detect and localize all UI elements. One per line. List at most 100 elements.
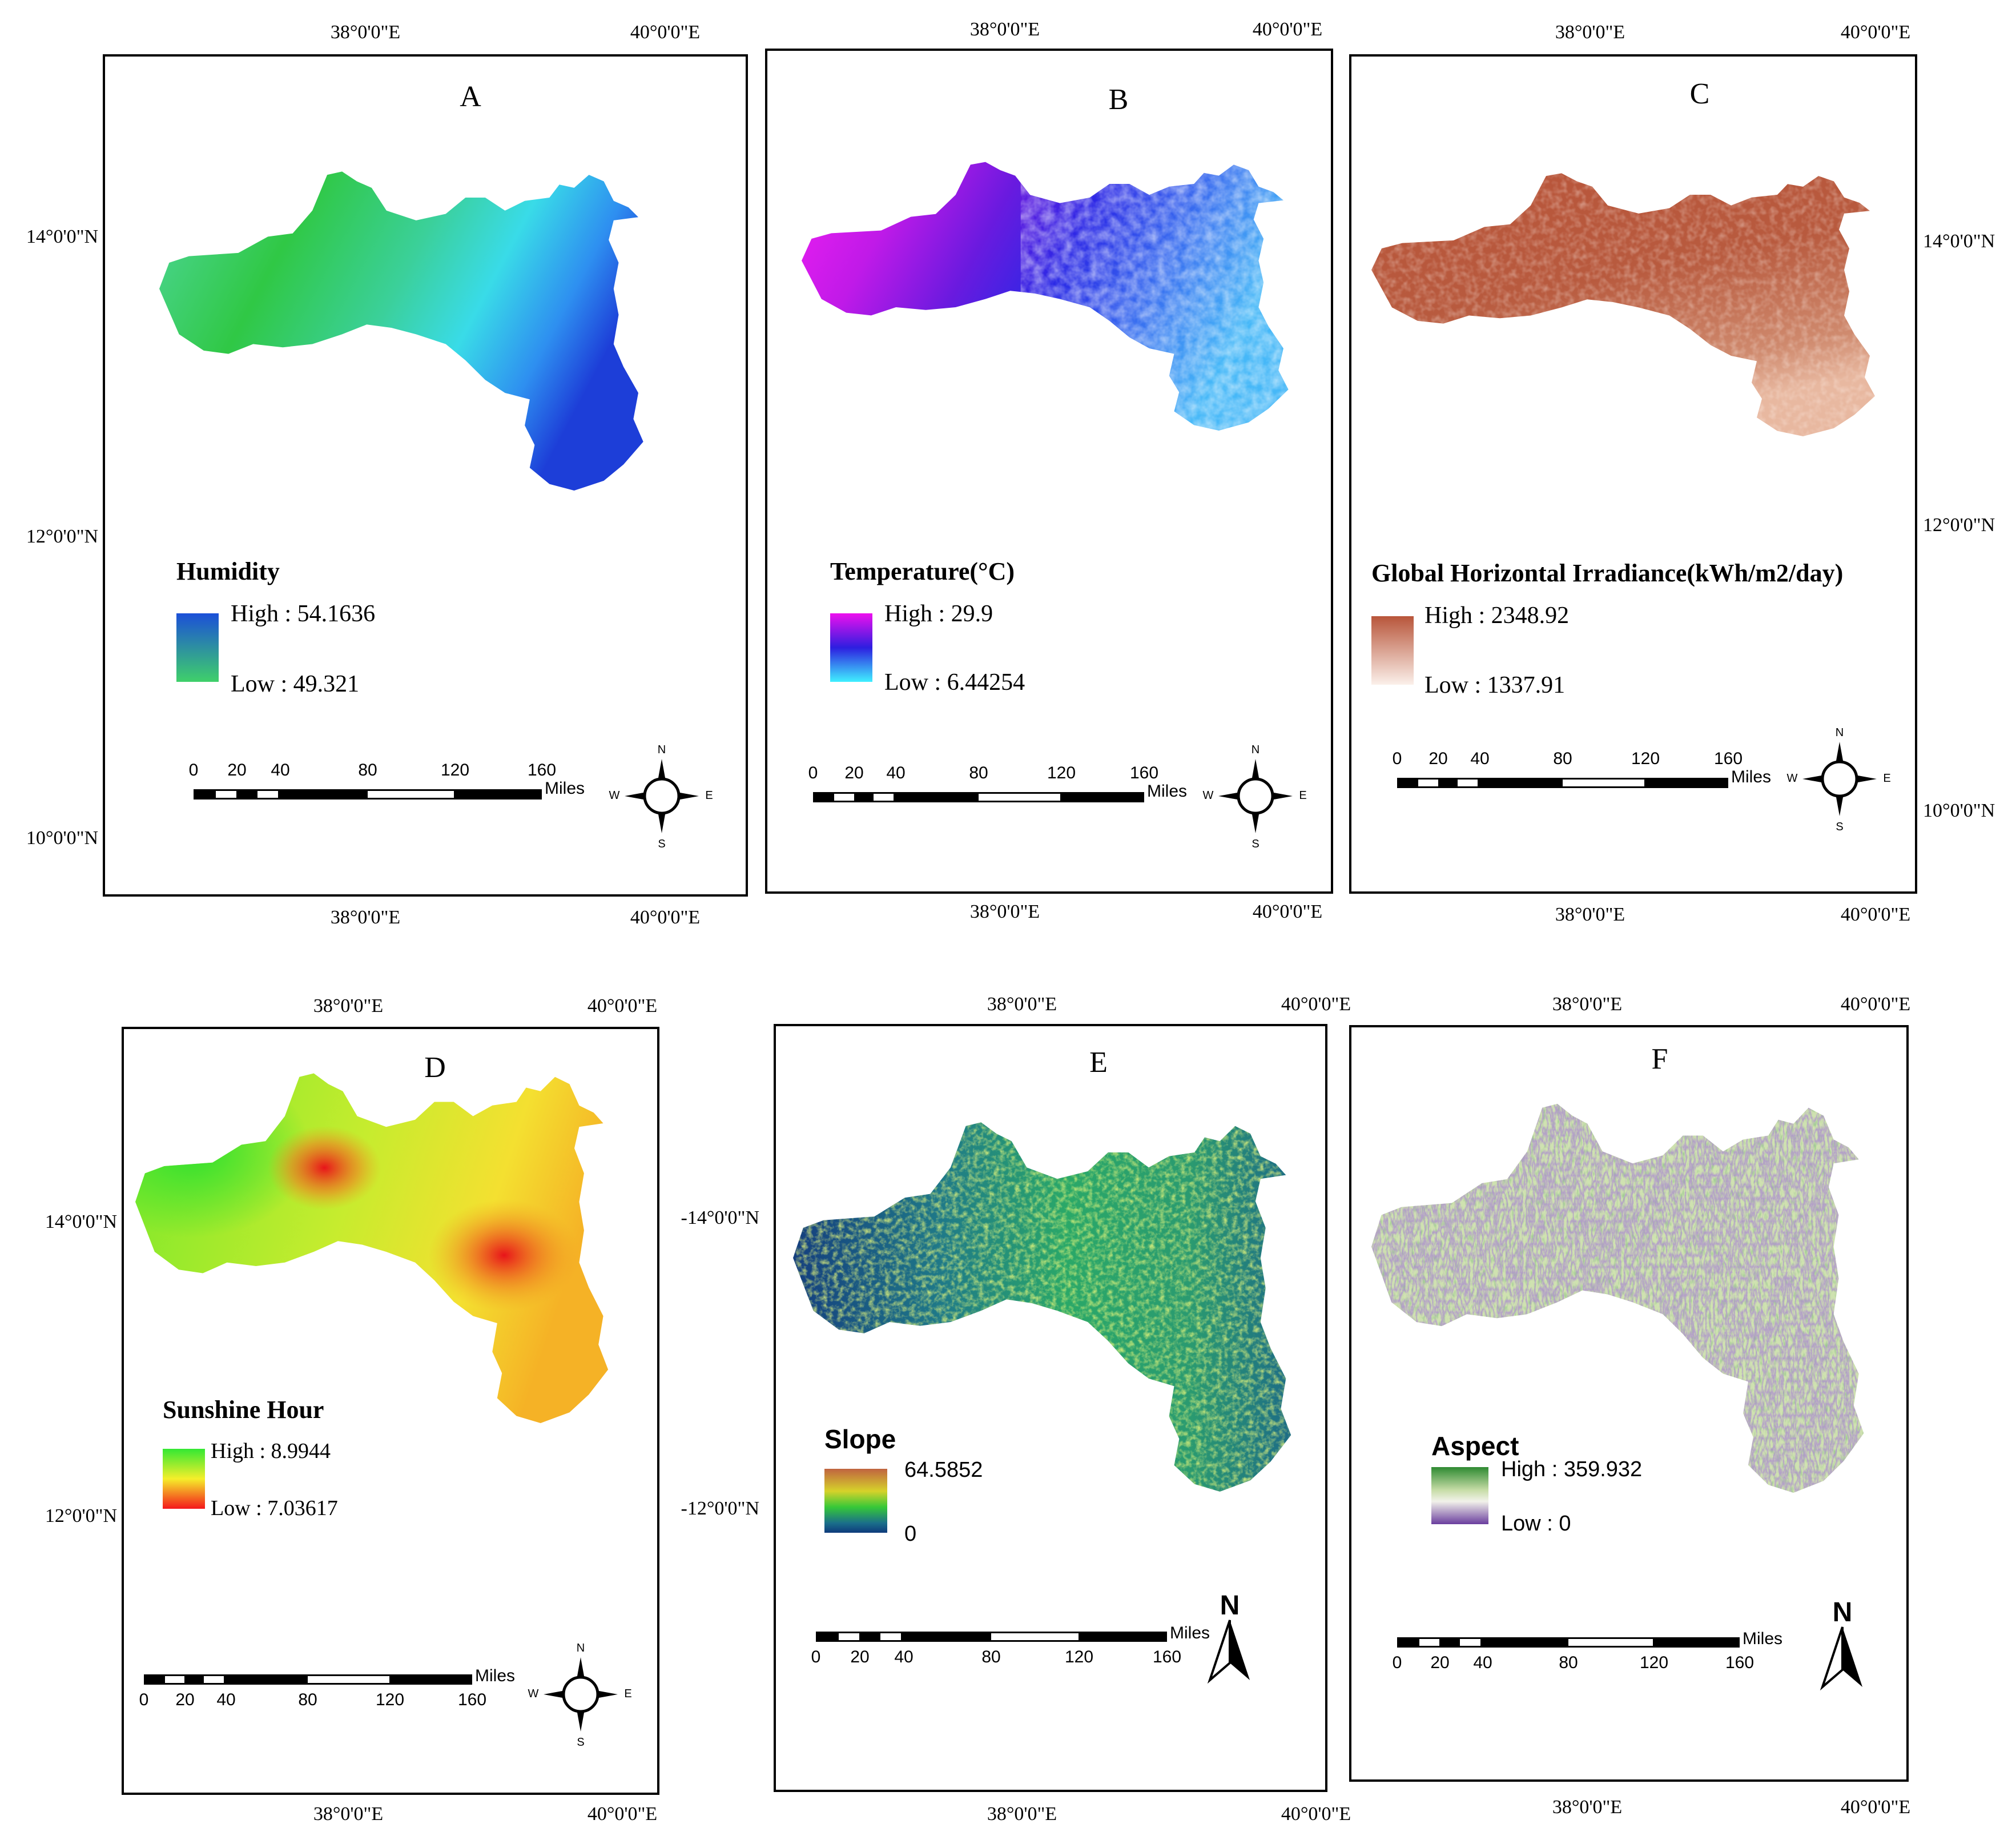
lon-label-bottom: 38°0'0"E (987, 1803, 1057, 1825)
scale-tick-120: 120 (1639, 1653, 1669, 1672)
lon-label-bottom: 40°0'0"E (630, 907, 701, 928)
lat-label-left: 14°0'0"N (45, 1211, 117, 1232)
compass-e-label: E (1299, 789, 1306, 802)
lon-label-top: 38°0'0"E (1552, 994, 1623, 1015)
legend-low-label: Low : 49.321 (231, 671, 360, 697)
lat-label-right: 12°0'0"N (1923, 515, 1995, 536)
legend-low-label: Low : 7.03617 (211, 1496, 338, 1520)
scale-tick-160: 160 (527, 761, 557, 780)
lon-label-top: 40°0'0"E (1252, 19, 1323, 40)
humidity-map (159, 171, 643, 491)
lat-label-left: 12°0'0"N (45, 1505, 117, 1526)
legend-low-label: Low : 1337.91 (1425, 672, 1566, 698)
legend-title: Aspect (1431, 1431, 1519, 1461)
legend-title: Global Horizontal Irradiance(kWh/m2/day) (1371, 559, 1844, 587)
scale-tick-80: 80 (969, 764, 988, 782)
temperature-map (802, 162, 1289, 431)
legend-high-label: High : 359.932 (1501, 1457, 1643, 1481)
lat-label-right: 14°0'0"N (1923, 231, 1995, 252)
panel-letter: B (1108, 83, 1129, 116)
compass-s-label: S (577, 1736, 584, 1749)
scale-tick-0: 0 (811, 1648, 821, 1666)
lon-label-top: 38°0'0"E (987, 994, 1057, 1015)
scale-tick-40: 40 (894, 1648, 914, 1666)
compass-n-label: N (577, 1642, 585, 1654)
lon-label-top: 38°0'0"E (313, 995, 384, 1017)
scale-tick-160: 160 (1152, 1648, 1182, 1666)
panel-letter: E (1089, 1046, 1108, 1079)
legend-high-label: High : 2348.92 (1425, 602, 1570, 629)
scale-unit: Miles (1743, 1629, 1783, 1648)
lon-label-bottom: 40°0'0"E (587, 1803, 658, 1825)
map-panel-c: C Global Horizontal Irradiance(kWh/m2/da… (1349, 54, 1917, 894)
lon-label-top: 40°0'0"E (1281, 994, 1351, 1015)
scale-tick-160: 160 (457, 1690, 487, 1709)
panel-letter: F (1651, 1043, 1668, 1075)
lon-label-bottom: 38°0'0"E (1555, 904, 1625, 925)
compass-w-label: W (528, 1688, 539, 1700)
compass-s-label: S (658, 838, 665, 850)
scale-tick-160: 160 (1129, 764, 1159, 782)
compass-rose-icon: N S W E (526, 1640, 635, 1749)
scale-tick-80: 80 (298, 1690, 317, 1709)
lon-label-top: 38°0'0"E (330, 22, 401, 43)
panel-letter: A (460, 81, 481, 113)
scale-tick-20: 20 (850, 1648, 870, 1666)
lon-label-top: 40°0'0"E (630, 22, 701, 43)
north-arrow-icon: N (1204, 1589, 1256, 1686)
scale-tick-120: 120 (375, 1690, 405, 1709)
legend-color-ramp (1431, 1467, 1488, 1524)
legend-color-ramp (176, 613, 219, 682)
scale-tick-20: 20 (175, 1690, 195, 1709)
north-label: N (1833, 1597, 1853, 1628)
scale-tick-80: 80 (981, 1648, 1001, 1666)
legend-color-ramp (1371, 616, 1414, 685)
scale-tick-80: 80 (358, 761, 377, 780)
scale-tick-0: 0 (1392, 749, 1402, 768)
scale-tick-80: 80 (1559, 1653, 1578, 1672)
legend-color-ramp (824, 1469, 887, 1533)
panel-letter: C (1689, 78, 1710, 110)
lon-label-bottom: 38°0'0"E (313, 1803, 384, 1825)
compass-s-label: S (1252, 838, 1259, 850)
lon-label-top: 40°0'0"E (587, 995, 658, 1017)
legend-color-ramp (830, 613, 872, 682)
lat-label-left: 12°0'0"N (26, 526, 98, 547)
compass-e-label: E (705, 789, 713, 802)
map-panel-b: B Temperature(°C) High : 29.9 Low : 6.44… (765, 49, 1333, 894)
irradiance-map (1371, 173, 1875, 436)
scale-tick-120: 120 (1064, 1648, 1094, 1666)
scale-tick-40: 40 (886, 764, 906, 782)
compass-e-label: E (624, 1688, 631, 1700)
lon-label-top: 40°0'0"E (1840, 22, 1911, 43)
scale-tick-20: 20 (1428, 749, 1448, 768)
map-panel-e: E Slope 64.5852 0 0 20 40 80 120 160 Mil… (774, 1024, 1327, 1792)
map-panel-a: A Humidity High : 54.1636 Low : 49.321 0… (103, 54, 748, 897)
scale-tick-160: 160 (1713, 749, 1743, 768)
scale-tick-20: 20 (844, 764, 864, 782)
scale-tick-120: 120 (1047, 764, 1076, 782)
lon-label-bottom: 38°0'0"E (969, 901, 1040, 922)
panel-letter: D (424, 1051, 446, 1084)
scale-tick-120: 120 (440, 761, 470, 780)
legend-color-ramp (163, 1449, 205, 1509)
lat-label-left: 14°0'0"N (26, 226, 98, 247)
scale-tick-20: 20 (1430, 1653, 1450, 1672)
compass-n-label: N (1836, 726, 1844, 739)
compass-s-label: S (1836, 821, 1843, 833)
legend-high-label: High : 29.9 (884, 601, 993, 627)
scale-unit: Miles (1147, 782, 1188, 801)
sunshine-map (135, 1073, 609, 1423)
compass-w-label: W (1203, 789, 1214, 802)
scale-tick-40: 40 (1473, 1653, 1492, 1672)
scale-tick-0: 0 (1392, 1653, 1402, 1672)
lat-label-left: 10°0'0"N (26, 827, 98, 849)
lon-label-bottom: 38°0'0"E (1552, 1797, 1623, 1818)
compass-rose-icon: N S W E (1785, 725, 1894, 833)
legend-low-label: Low : 0 (1501, 1512, 1571, 1536)
compass-e-label: E (1883, 772, 1890, 785)
lon-label-bottom: 40°0'0"E (1840, 904, 1911, 925)
compass-n-label: N (1252, 744, 1260, 756)
legend-high-label: High : 8.9944 (211, 1439, 331, 1463)
legend-title: Slope (824, 1424, 896, 1454)
